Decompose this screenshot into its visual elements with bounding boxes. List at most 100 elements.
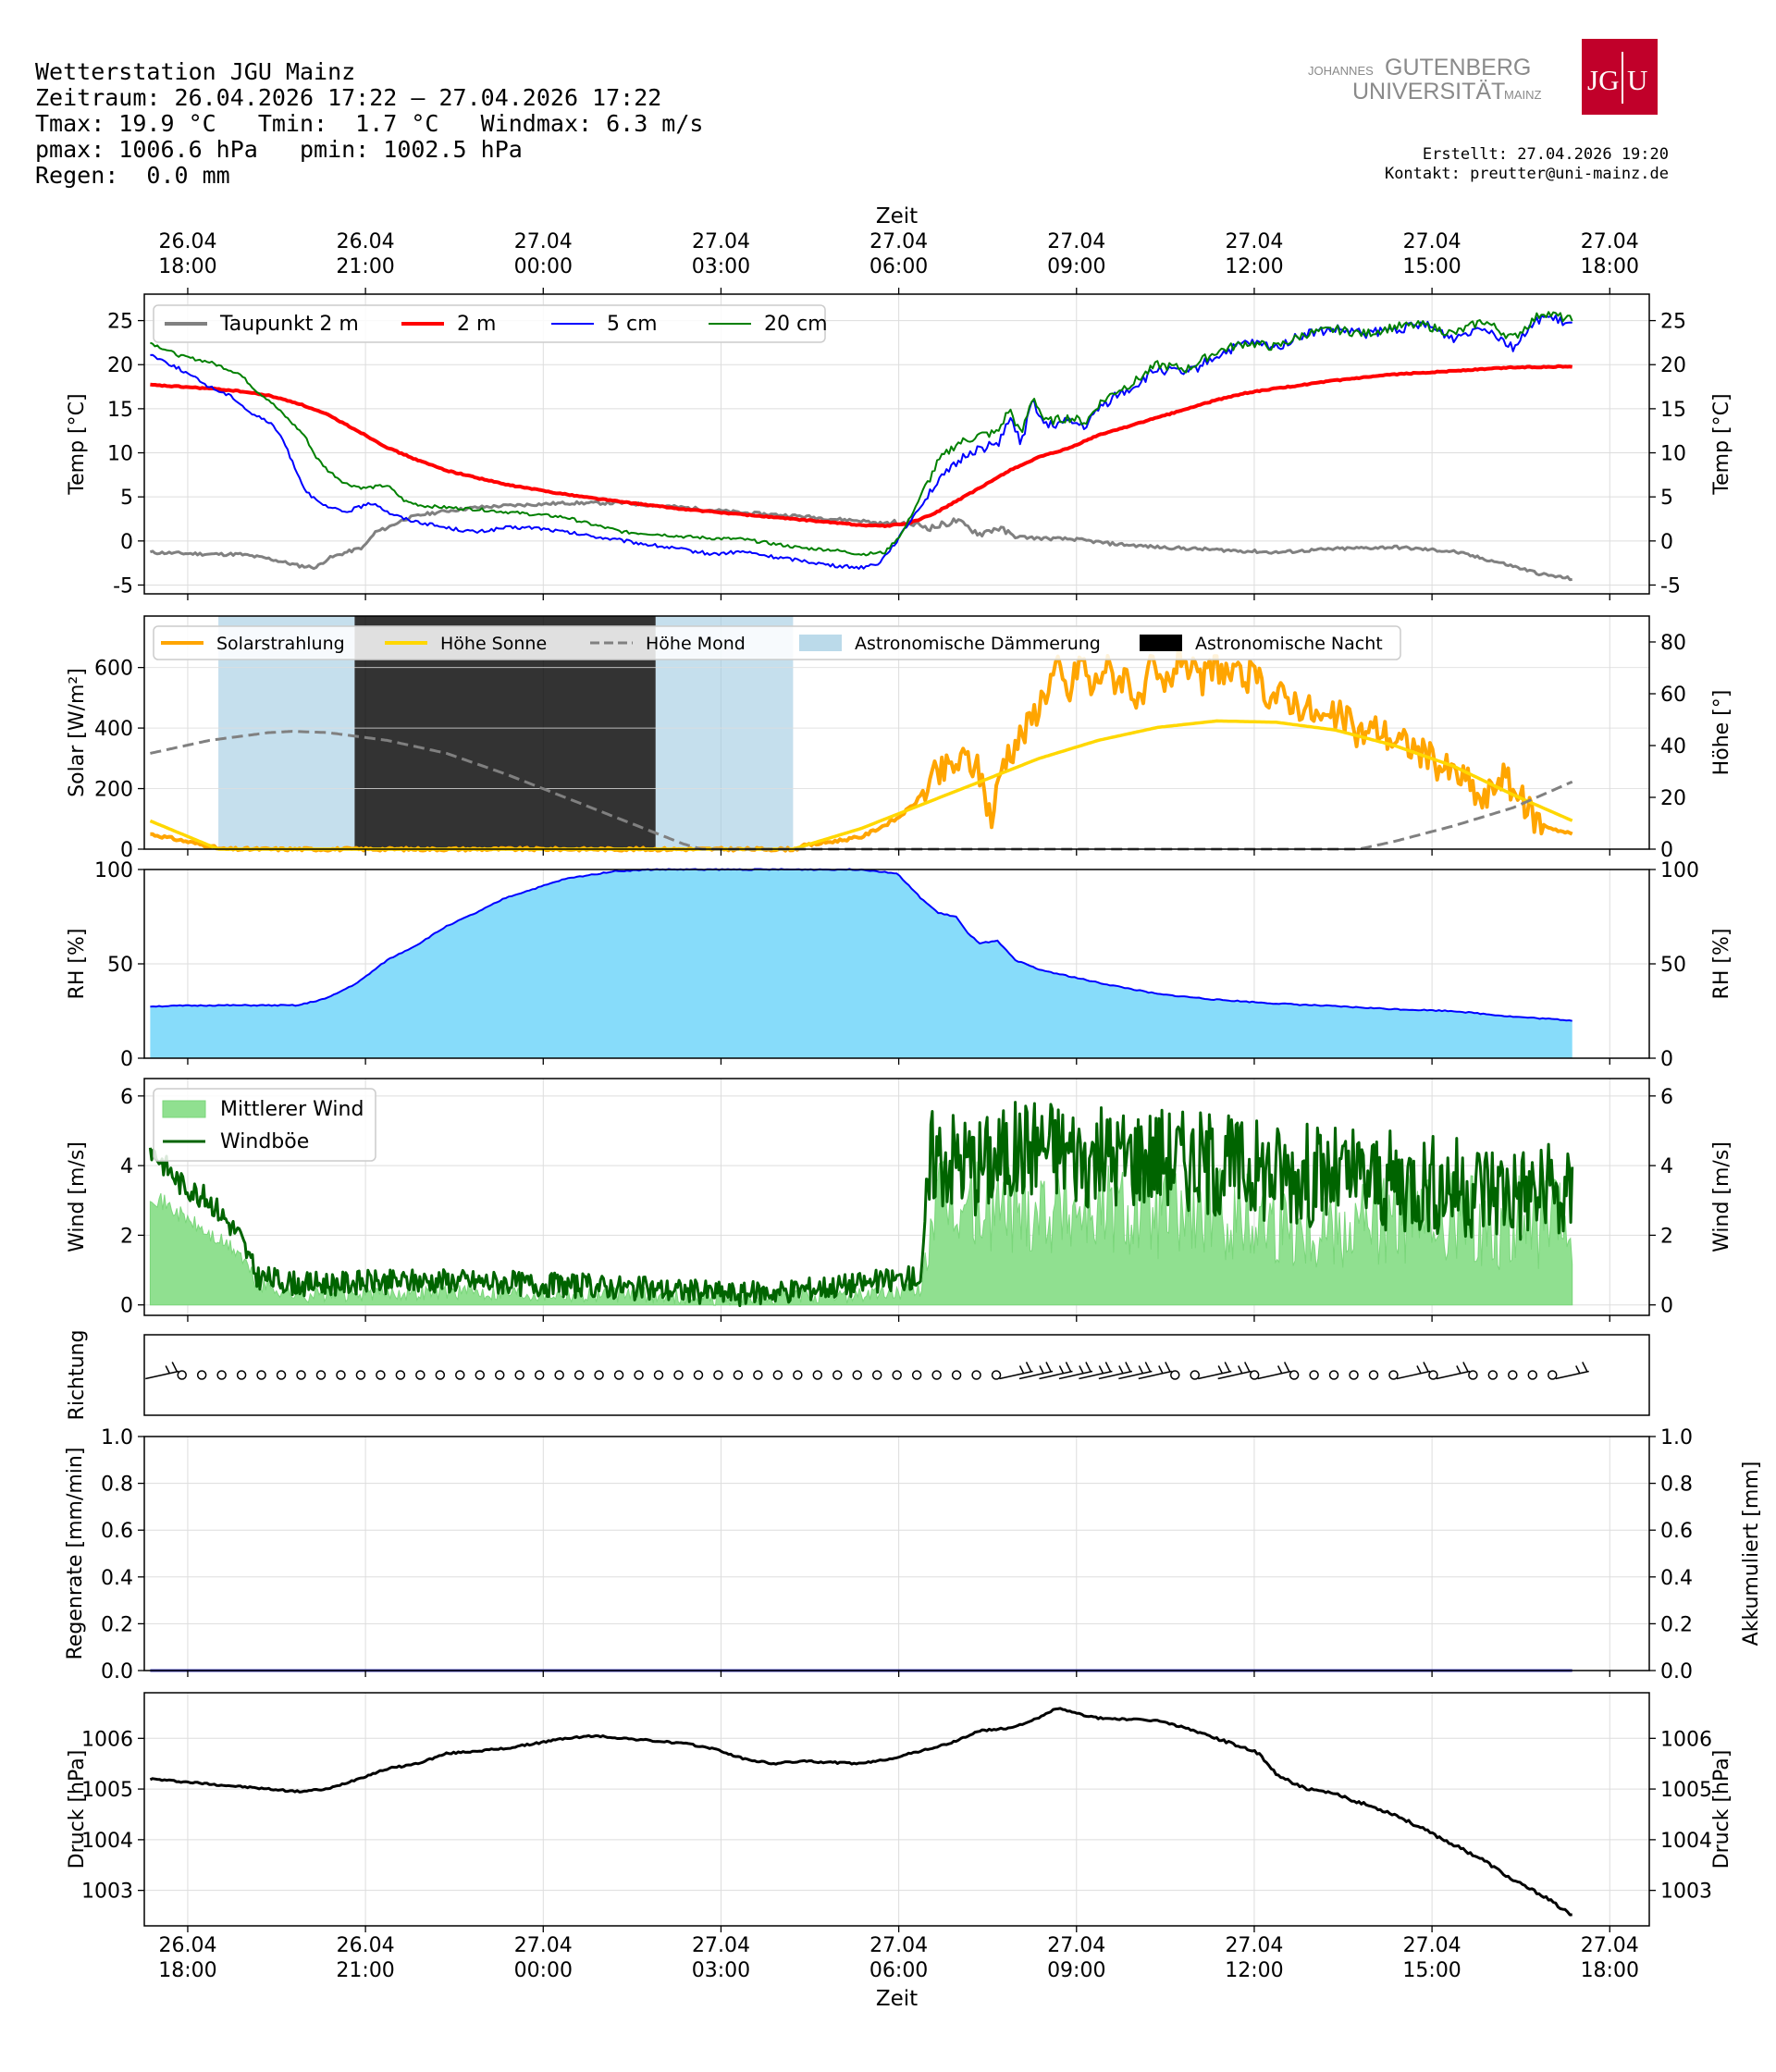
wind-barb-tick	[1462, 1362, 1469, 1372]
y-tick-label: 1005	[81, 1779, 133, 1802]
calm-circle	[1289, 1370, 1300, 1380]
x-tick-time-top: 06:00	[870, 255, 928, 278]
wind-barb-tick	[1125, 1362, 1131, 1372]
y-tick-label: 0.0	[101, 1660, 133, 1684]
y-tick-label: 600	[94, 658, 133, 681]
x-tick-time-bottom: 21:00	[336, 1959, 394, 1982]
y-tick-label: -5	[113, 574, 133, 598]
logo-mainz: MAINZ	[1504, 88, 1542, 102]
period-text: Zeitraum: 26.04.2026 17:22 – 27.04.2026 …	[35, 84, 662, 111]
y-tick-label-right: 0.0	[1660, 1660, 1693, 1684]
y-tick-label-right: 1.0	[1660, 1426, 1693, 1449]
x-tick-date-bottom: 27.04	[1225, 1934, 1283, 1957]
x-tick-time-top: 18:00	[158, 255, 216, 278]
legend-label-0: Mittlerer Wind	[220, 1098, 364, 1121]
x-axis-label-bottom: Zeit	[876, 1987, 918, 2011]
x-tick-date-bottom: 26.04	[337, 1934, 395, 1957]
logo-johannes: JOHANNES	[1308, 64, 1374, 78]
calm-circle	[911, 1370, 922, 1380]
x-tick-time-top: 15:00	[1402, 255, 1461, 278]
x-tick-date-top: 27.04	[1047, 230, 1105, 253]
calm-circle	[196, 1370, 207, 1380]
calm-circle	[1190, 1370, 1201, 1380]
x-tick-date-top: 27.04	[870, 230, 928, 253]
calm-circle	[1508, 1370, 1518, 1380]
wind-barb-tick	[1276, 1365, 1283, 1374]
wind-barb	[145, 1370, 179, 1380]
y-axis-label-right: Höhe [°]	[1710, 690, 1733, 776]
calm-circle	[1388, 1370, 1399, 1380]
wind-barb-tick	[1018, 1365, 1025, 1374]
x-tick-time-bottom: 12:00	[1225, 1959, 1283, 1982]
wind-barb-tick	[1144, 1362, 1152, 1372]
y-tick-label-right: 20	[1660, 354, 1686, 377]
series-line-0	[149, 500, 1572, 582]
x-tick-time-top: 00:00	[514, 255, 573, 278]
panel-frame	[143, 1078, 1650, 1316]
y-axis-label: RH [%]	[66, 929, 89, 1000]
panel-druck: Druck [hPa] Druck [hPa] 1003 1003 1004 1004 10…	[66, 1692, 1733, 1932]
calm-circle	[494, 1370, 505, 1380]
wind-barb-tick	[1582, 1362, 1588, 1372]
wind-barb	[1396, 1370, 1431, 1380]
calm-circle	[216, 1370, 227, 1380]
wind-barb-tick	[1138, 1365, 1144, 1374]
legend-frame	[153, 625, 1401, 660]
y-tick-label-right: 2	[1660, 1225, 1673, 1248]
calm-circle	[733, 1370, 744, 1380]
y-tick-label: 6	[120, 1086, 133, 1109]
jgu-logo: JOHANNES GUTENBERG UNIVERSITÄT MAINZ JG …	[1304, 37, 1665, 120]
y-tick-label-right: 10	[1660, 443, 1686, 466]
calm-circle	[415, 1370, 426, 1380]
wind-barb-tick	[1165, 1362, 1171, 1372]
calm-circle	[892, 1370, 902, 1380]
y-axis-label-right: Akkumuliert [mm]	[1740, 1462, 1763, 1646]
calm-circle	[971, 1370, 981, 1380]
calm-circle	[594, 1370, 604, 1380]
x-tick-time-bottom: 18:00	[1581, 1959, 1639, 1982]
x-tick-time-top: 12:00	[1225, 255, 1283, 278]
y-axis-label: Temp [°C]	[66, 393, 89, 495]
y-tick-label: 5	[120, 487, 133, 510]
calm-circle	[455, 1370, 465, 1380]
x-tick-date-top: 26.04	[337, 230, 395, 253]
calm-circle	[812, 1370, 823, 1380]
x-tick-time-top: 09:00	[1047, 255, 1105, 278]
y-tick-label: 200	[94, 779, 133, 802]
wind-barb	[1217, 1370, 1252, 1380]
y-tick-label-right: 0	[1660, 1048, 1673, 1071]
y-axis-label-right: Temp [°C]	[1710, 393, 1733, 495]
calm-circle	[1468, 1370, 1478, 1380]
calm-circle	[1249, 1370, 1260, 1380]
x-tick-date-top: 27.04	[1403, 230, 1462, 253]
wind-barb-tick	[1058, 1365, 1065, 1374]
wind-barb-tick	[1039, 1365, 1044, 1374]
calm-circle	[315, 1370, 327, 1380]
y-axis-label-right: RH [%]	[1710, 929, 1733, 1000]
y-tick-label: 0.2	[101, 1613, 133, 1636]
y-tick-label: 50	[107, 954, 133, 977]
calm-circle	[1170, 1370, 1180, 1380]
x-tick-date-top: 26.04	[158, 230, 216, 253]
y-tick-label-right: 0.8	[1660, 1474, 1693, 1497]
wind-barb-tick	[1423, 1362, 1429, 1372]
legend-solar: Solarstrahlung Höhe Sonne Höhe Mond Astrono…	[153, 625, 1401, 660]
calm-circle	[296, 1370, 306, 1380]
x-tick-time-bottom: 03:00	[692, 1959, 750, 1982]
y-tick-label-right: 50	[1660, 954, 1686, 977]
panel-frame	[143, 1692, 1650, 1927]
legend-frame	[153, 1088, 376, 1162]
calm-circle	[991, 1370, 1002, 1380]
y-axis-label: Regenrate [mm/min]	[64, 1448, 87, 1660]
y-tick-label-right: 1004	[1660, 1830, 1712, 1853]
wind-barb-tick	[1098, 1365, 1104, 1374]
y-tick-label-right: 25	[1660, 311, 1686, 334]
x-tick-date-bottom: 27.04	[1047, 1934, 1105, 1957]
legend-frame	[153, 304, 826, 343]
wind-barb-tick	[1238, 1365, 1243, 1374]
calm-circle	[1368, 1370, 1379, 1380]
y-tick-label: 1003	[81, 1881, 133, 1904]
meta-info: Erstellt: 27.04.2026 19:20 Kontakt: preut…	[1385, 145, 1669, 184]
x-tick-date-bottom: 27.04	[870, 1934, 928, 1957]
wind-barb-tick	[1575, 1365, 1581, 1374]
